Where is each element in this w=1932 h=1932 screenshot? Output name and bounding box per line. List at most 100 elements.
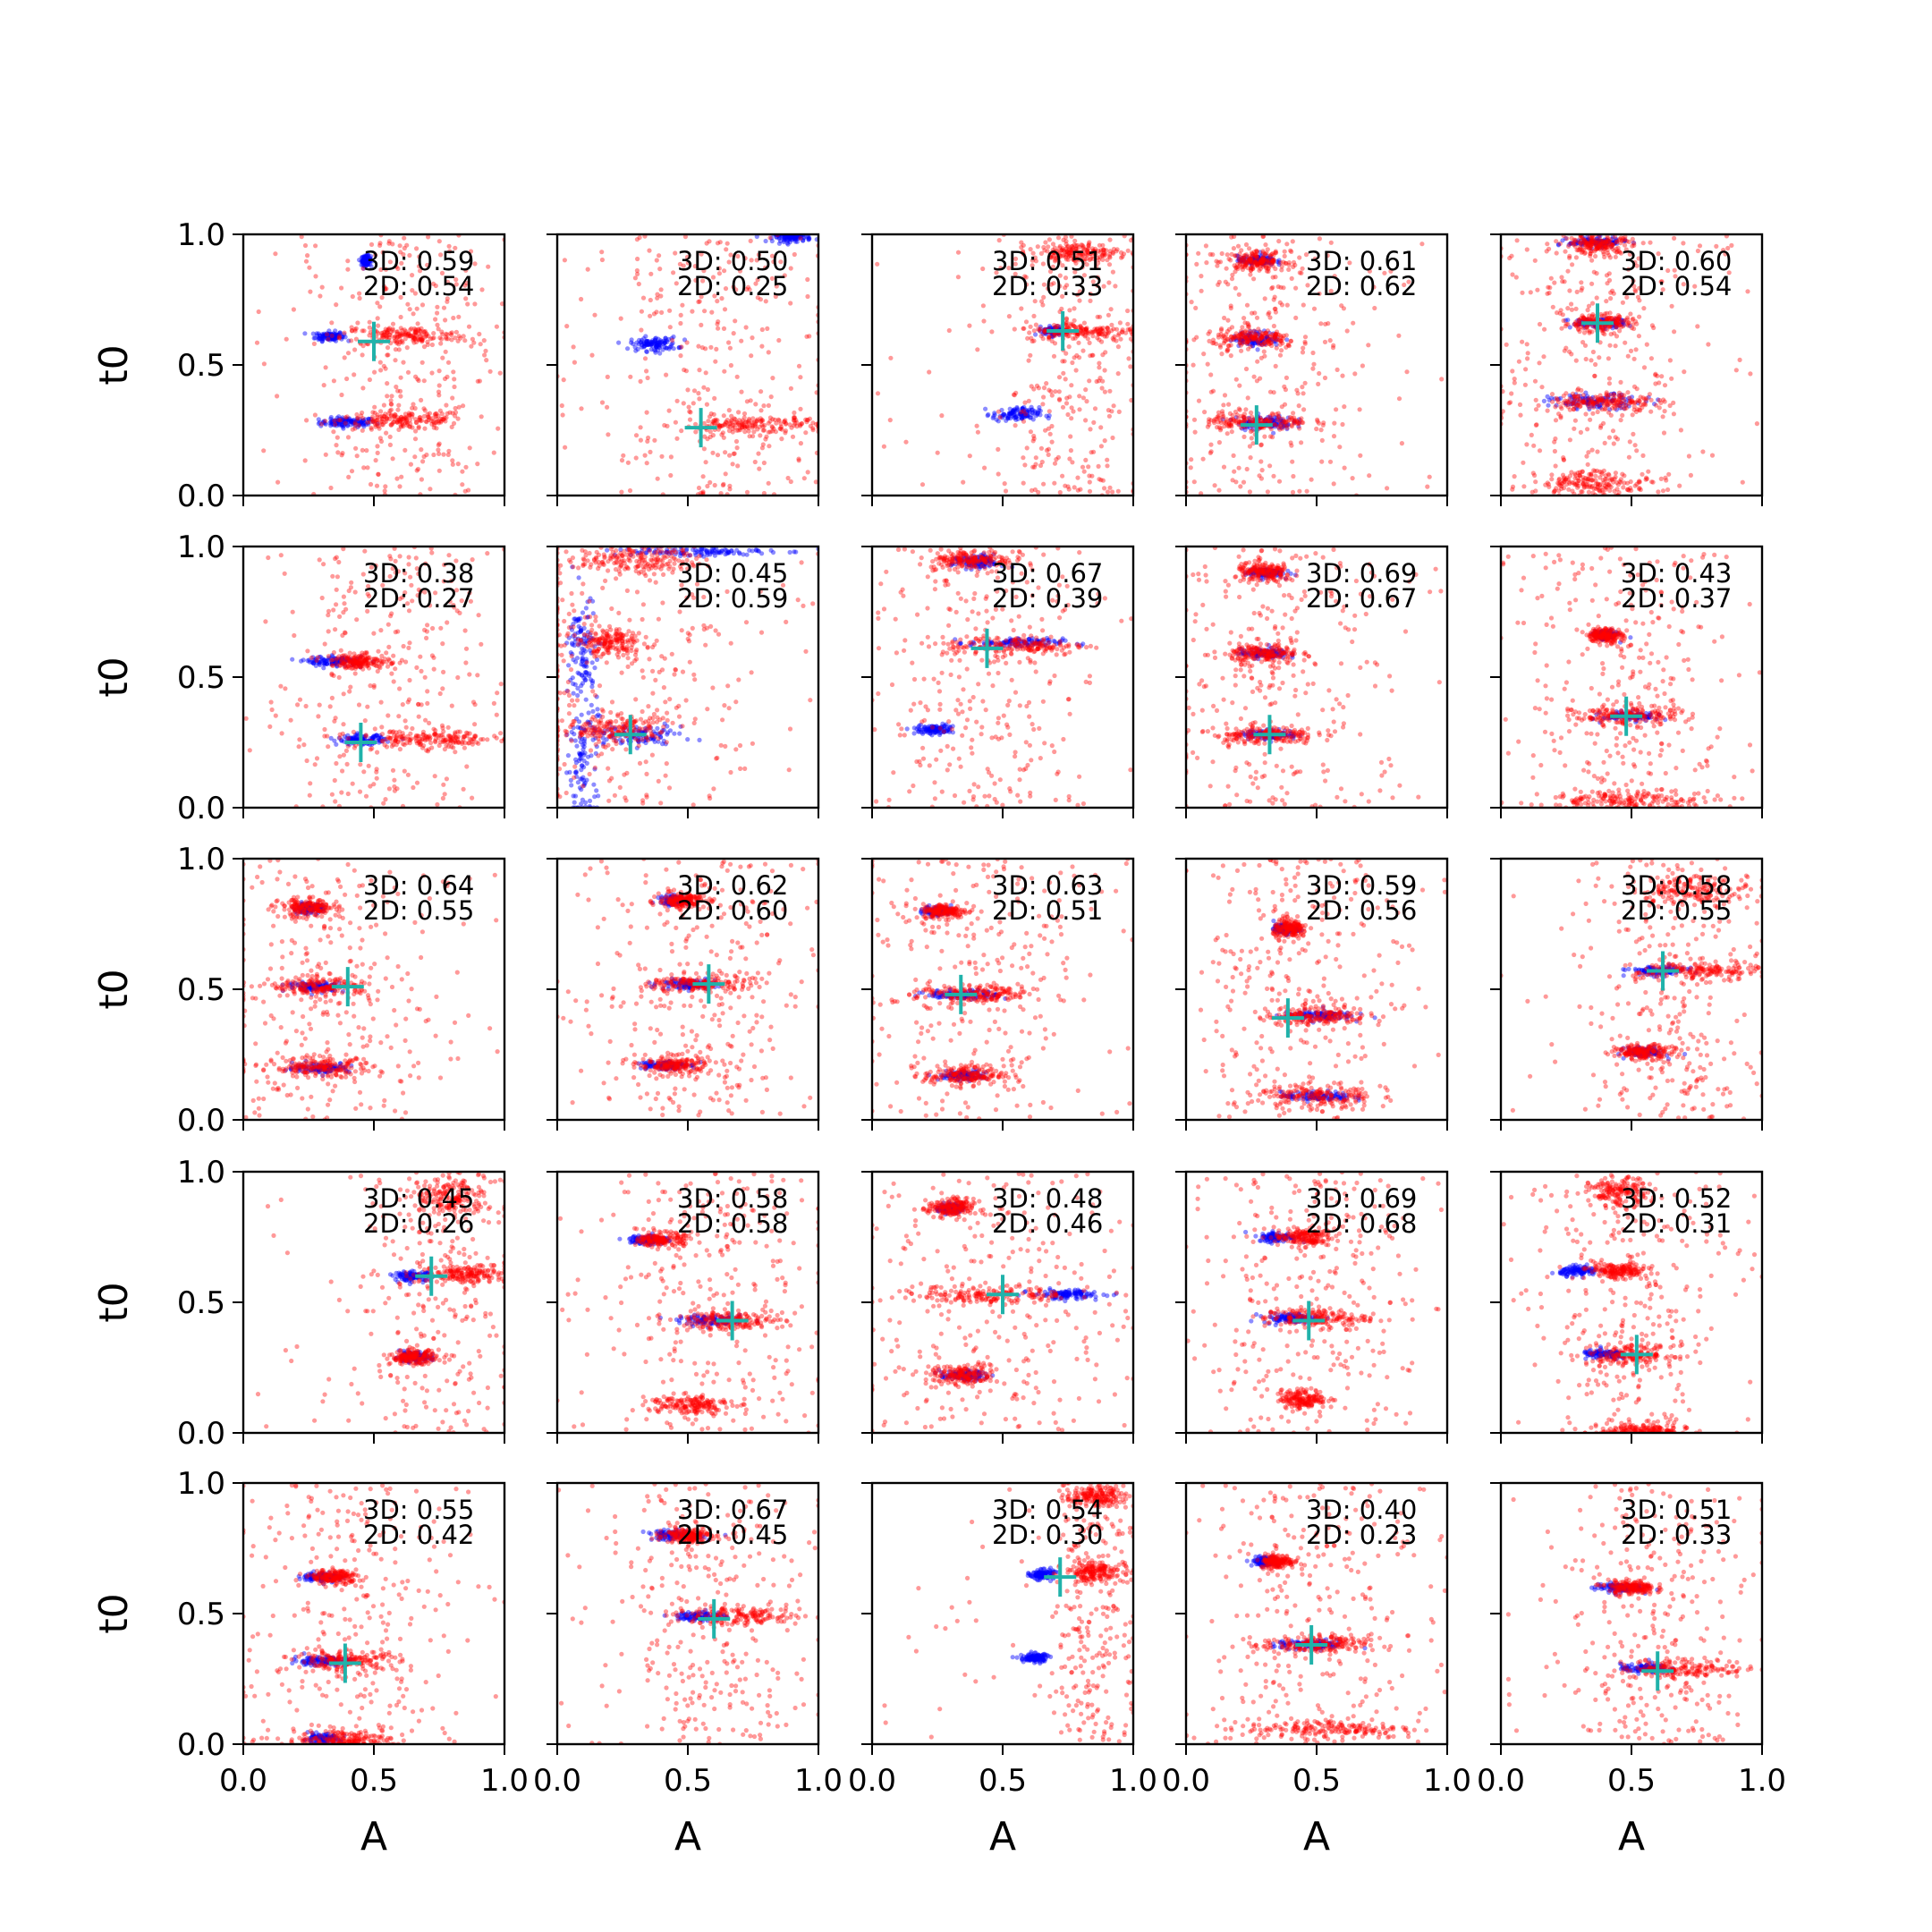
point-2d — [1079, 242, 1084, 248]
point-2d — [1614, 318, 1620, 323]
point-2d — [1030, 438, 1036, 444]
point-3d — [1627, 323, 1632, 328]
point-2d — [419, 337, 425, 343]
point-2d — [1637, 285, 1642, 291]
point-2d — [1266, 267, 1271, 272]
point-2d — [1618, 250, 1623, 256]
point-3d — [366, 259, 371, 266]
y-axis-label: t0 — [91, 344, 137, 385]
point-3d — [1622, 322, 1627, 327]
point-2d — [659, 309, 665, 315]
point-2d — [1281, 333, 1286, 338]
point-2d — [336, 335, 342, 341]
point-3d — [1247, 335, 1252, 340]
point-2d — [1603, 406, 1608, 411]
point-2d — [1575, 470, 1580, 476]
point-2d — [453, 282, 459, 287]
point-2d — [385, 345, 391, 351]
point-2d — [762, 422, 767, 428]
point-3d — [1573, 402, 1580, 407]
point-2d — [1206, 331, 1211, 336]
point-2d — [1232, 335, 1237, 340]
point-2d — [1283, 387, 1288, 393]
point-2d — [1291, 411, 1296, 416]
point-2d — [1648, 356, 1654, 361]
point-2d — [1245, 336, 1250, 342]
point-2d — [1552, 448, 1557, 454]
point-2d — [1561, 393, 1566, 399]
point-2d — [1236, 257, 1241, 262]
point-3d — [654, 343, 659, 350]
point-3d — [654, 343, 659, 348]
point-2d — [353, 336, 359, 342]
point-2d — [1278, 334, 1284, 339]
point-3d — [364, 257, 369, 263]
point-2d — [394, 415, 401, 420]
point-2d — [411, 335, 416, 341]
point-3d — [365, 262, 370, 267]
point-3d — [363, 259, 369, 265]
point-2d — [734, 419, 740, 425]
point-3d — [1601, 395, 1606, 401]
point-2d — [1625, 353, 1631, 359]
point-3d — [1265, 335, 1270, 341]
point-2d — [1072, 335, 1078, 341]
point-2d — [1565, 400, 1571, 405]
point-3d — [316, 417, 321, 422]
point-3d — [363, 256, 369, 261]
point-2d — [477, 378, 483, 384]
point-3d — [1249, 331, 1254, 337]
point-2d — [756, 252, 762, 258]
point-2d — [1600, 490, 1606, 496]
point-2d — [1616, 322, 1622, 327]
point-2d — [1081, 273, 1087, 278]
point-2d — [355, 320, 360, 326]
point-2d — [1085, 247, 1090, 252]
point-2d — [1617, 314, 1623, 319]
point-2d — [733, 287, 739, 292]
point-2d — [1589, 447, 1595, 453]
point-3d — [1566, 242, 1572, 248]
point-2d — [1595, 245, 1600, 250]
point-3d — [1244, 335, 1250, 341]
point-2d — [1208, 372, 1214, 377]
point-2d — [599, 257, 606, 263]
point-2d — [1243, 252, 1250, 258]
point-3d — [364, 258, 369, 264]
point-2d — [1107, 388, 1113, 394]
point-2d — [1564, 236, 1570, 242]
point-2d — [456, 334, 462, 339]
point-2d — [364, 448, 369, 453]
point-3d — [1568, 241, 1573, 246]
point-2d — [658, 287, 664, 292]
point-2d — [394, 419, 400, 424]
point-2d — [1216, 259, 1221, 265]
point-2d — [1264, 265, 1269, 270]
point-2d — [1234, 265, 1241, 270]
point-2d — [1258, 417, 1264, 422]
point-3d — [1599, 400, 1605, 405]
point-2d — [1093, 251, 1098, 257]
point-2d — [1546, 246, 1552, 251]
point-3d — [1255, 339, 1260, 344]
point-3d — [1254, 256, 1259, 261]
point-2d — [1586, 242, 1591, 248]
point-2d — [391, 413, 397, 419]
point-2d — [1068, 323, 1073, 328]
point-2d — [718, 423, 724, 428]
point-2d — [980, 303, 986, 309]
point-2d — [804, 334, 809, 339]
point-3d — [363, 258, 369, 263]
point-2d — [1249, 257, 1254, 262]
point-2d — [1250, 254, 1255, 259]
point-2d — [381, 402, 386, 408]
point-2d — [1640, 395, 1646, 401]
point-2d — [1268, 340, 1274, 345]
point-2d — [1231, 417, 1236, 423]
point-2d — [1617, 236, 1623, 242]
point-3d — [1600, 238, 1606, 243]
point-2d — [723, 286, 729, 292]
point-2d — [1252, 259, 1258, 266]
point-2d — [1100, 252, 1106, 258]
point-2d — [1006, 266, 1012, 271]
